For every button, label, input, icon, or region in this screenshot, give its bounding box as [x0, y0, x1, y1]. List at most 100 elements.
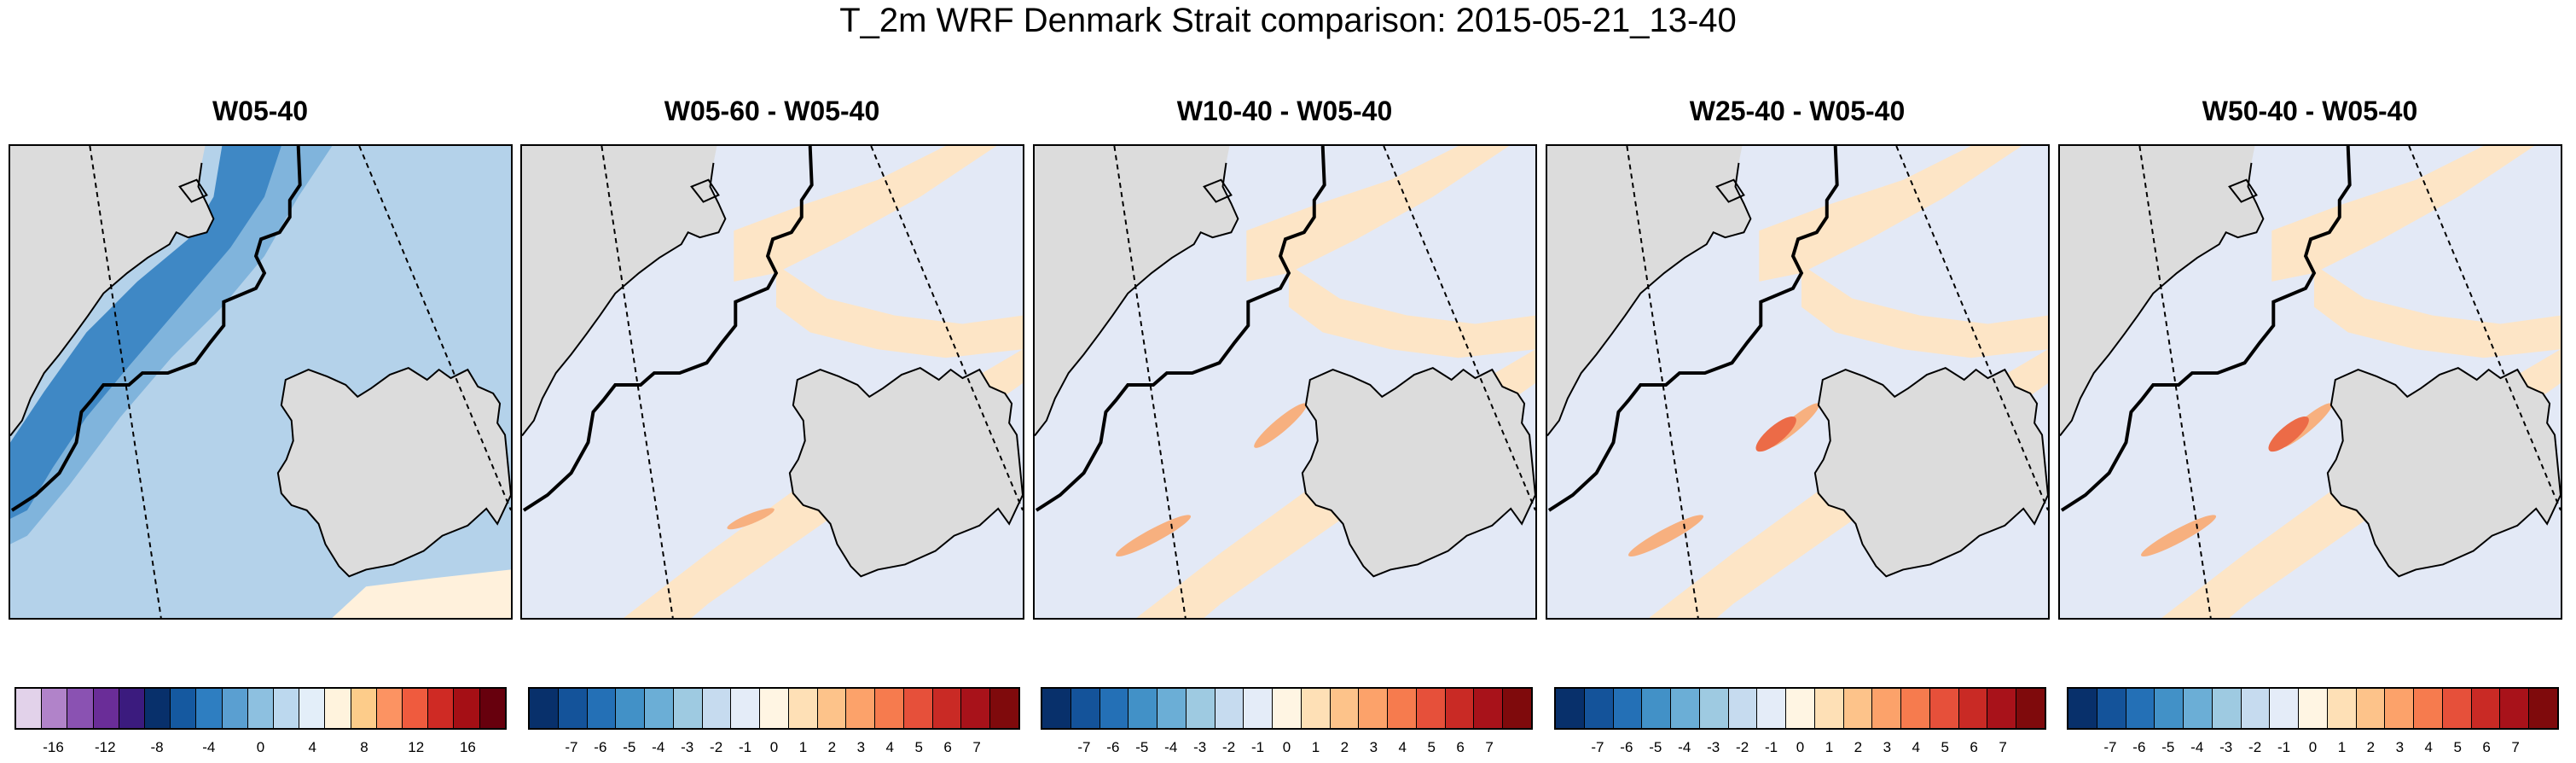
colorbar-cell [171, 689, 197, 728]
greenland-coastline [2060, 162, 2265, 437]
meridian-line-east [2408, 146, 2561, 511]
colorbar-cell [1099, 689, 1129, 728]
colorbar-tick-label: -7 [565, 739, 578, 755]
colorbar-tick-label: -3 [681, 739, 694, 755]
greenland-land [2060, 146, 2264, 436]
warm-diff-band-east [1288, 264, 1535, 358]
colorbar-tick-label: 3 [1883, 739, 1892, 755]
coastal-island [1203, 178, 1233, 203]
colorbar-tick-label: 6 [943, 739, 952, 755]
colorbar-tick-label: -1 [2277, 739, 2291, 755]
meridian-line-east [1383, 146, 1535, 511]
colorbar-cell [2016, 689, 2045, 728]
iceland-land [276, 367, 511, 578]
colorbar-cell [1699, 689, 1729, 728]
colorbar-cell [274, 689, 300, 728]
colorbar-cell [1613, 689, 1643, 728]
colorbar-cell [1843, 689, 1873, 728]
domain-boundary [10, 146, 302, 512]
domain-boundary [522, 146, 814, 512]
colorbar-cell [1388, 689, 1417, 728]
cold-band [10, 146, 333, 545]
colorbar-cell [1786, 689, 1815, 728]
colorbar-cell [1244, 689, 1273, 728]
colorbar [1554, 687, 2046, 730]
colorbar-tick-label: -6 [1106, 739, 1120, 755]
panel-title: W05-40 [212, 96, 309, 126]
colorbar-cell [2529, 689, 2558, 728]
colorbar-tick-label: 6 [1970, 739, 1978, 755]
greenland-land [10, 146, 214, 436]
colorbar-cell [1671, 689, 1700, 728]
colorbar-cell [2471, 689, 2501, 728]
meridian-line-west [2138, 146, 2212, 618]
colorbar-tick-label: -5 [623, 739, 636, 755]
colorbar-cell [2212, 689, 2242, 728]
colorbar-cell [1642, 689, 1672, 728]
map-svg [10, 146, 511, 618]
colorbar-cell [1474, 689, 1504, 728]
colorbar-cell [403, 689, 429, 728]
colorbar-tick-label: -1 [738, 739, 752, 755]
colorbar-tick-label: 16 [459, 739, 476, 755]
colorbar-labels: -16 -12 -8 -4 0 4 8 12 16 [15, 739, 507, 760]
colorbar-tick-label: 1 [798, 739, 808, 755]
colorbar-cell [1584, 689, 1614, 728]
colorbar-tick-label: 5 [914, 739, 923, 755]
colorbar-labels: -7 -6 -5 -4 -3 -2 -1 0 1 2 3 4 5 6 7 [1554, 739, 2046, 760]
colorbar-cell [645, 689, 674, 728]
colorbar-tick-label: 1 [1825, 739, 1834, 755]
colorbar [528, 687, 1020, 730]
coastal-island [2228, 178, 2258, 203]
colorbar-tick-label: -1 [1250, 739, 1265, 755]
colorbar-cell [454, 689, 480, 728]
colorbar-tick-label: -5 [1649, 739, 1662, 755]
meridian-line-east [870, 146, 1023, 511]
colorbar-cell [2241, 689, 2271, 728]
colorbar-tick-label: 7 [972, 739, 981, 755]
warm-diff-band-east [1801, 264, 2048, 358]
colorbar-tick-label: -3 [1193, 739, 1207, 755]
colorbar-tick-label: -7 [2103, 739, 2117, 755]
colorbar-cell [1359, 689, 1389, 728]
colorbar-cell [2356, 689, 2386, 728]
colorbar-tick-label: -4 [202, 739, 216, 755]
colorbar-tick-label: 0 [1282, 739, 1291, 755]
colorbar-cell [2299, 689, 2328, 728]
colorbar-cell [731, 689, 761, 728]
iceland-land [1813, 367, 2048, 578]
colorbar [2067, 687, 2559, 730]
colorbar-cell [119, 689, 146, 728]
colorbar-tick-label: -4 [1678, 739, 1691, 755]
map-panel [1033, 144, 1537, 620]
warm-peak [2268, 416, 2309, 452]
colorbar-tick-label: -7 [1591, 739, 1604, 755]
colorbar-cell [1128, 689, 1158, 728]
colorbar-cell [587, 689, 617, 728]
colorbar-cell [1901, 689, 1930, 728]
greenland-land [1547, 146, 1751, 436]
greenland-coastline [1547, 162, 1752, 437]
map-panel [9, 144, 513, 620]
colorbar-cell [990, 689, 1019, 728]
colorbar-cell [1556, 689, 1585, 728]
colorbar-cell [530, 689, 559, 728]
iceland-land [788, 367, 1023, 578]
colorbar-labels: -7 -6 -5 -4 -3 -2 -1 0 1 2 3 4 5 6 7 [1041, 739, 1533, 760]
colorbar-cell [145, 689, 171, 728]
colorbar-labels: -7 -6 -5 -4 -3 -2 -1 0 1 2 3 4 5 6 7 [528, 739, 1020, 760]
colorbar-labels: -7 -6 -5 -4 -3 -2 -1 0 1 2 3 4 5 6 7 [2067, 739, 2559, 760]
meridian-line-east [1895, 146, 2048, 511]
warm-diff-band-north [1246, 146, 1510, 282]
colorbar-cell [479, 689, 505, 728]
colorbar-cell [932, 689, 962, 728]
colorbar-tick-label: 5 [1427, 739, 1436, 755]
meridian-line-west [89, 146, 162, 618]
colorbar-tick-label: -7 [1077, 739, 1091, 755]
colorbar-tick-label: -6 [594, 739, 607, 755]
iceland-land [1301, 367, 1535, 578]
colorbar-tick-label: -4 [2190, 739, 2204, 755]
greenland-coastline [10, 162, 215, 437]
colorbar-tick-label: -2 [710, 739, 723, 755]
colorbar-tick-label: 6 [1456, 739, 1465, 755]
